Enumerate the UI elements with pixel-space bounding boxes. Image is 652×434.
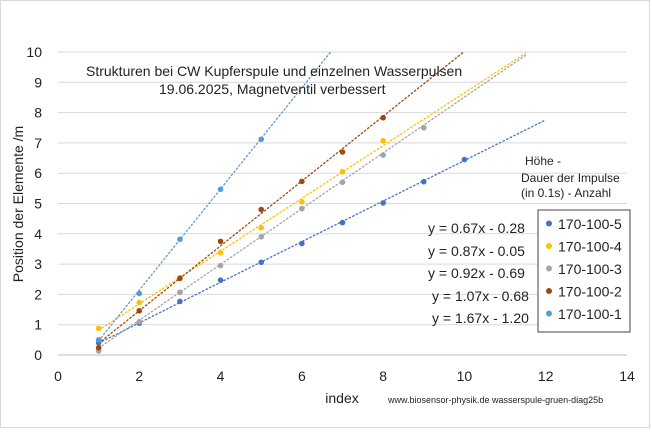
chart-title-line-2: 19.06.2025, Magnetventil verbessert — [159, 81, 386, 97]
legend-marker-170-100-4 — [546, 243, 552, 249]
point-170-100-2-6 — [299, 178, 305, 185]
y-tick-label-5: 5 — [34, 196, 42, 212]
point-170-100-1-1 — [95, 337, 102, 343]
y-tick-labels: 0 1 2 3 4 5 6 7 8 9 10 — [26, 44, 42, 363]
y-tick-label-2: 2 — [34, 286, 42, 302]
point-170-100-2-5 — [258, 206, 265, 213]
y-tick-label-0: 0 — [34, 347, 42, 363]
legend-label-170-100-1: 170-100-1 — [558, 306, 622, 322]
legend: 170-100-5 170-100-4 170-100-3 170-100-2 170-… — [537, 209, 631, 333]
legend-note-line-3: (in 0.1s) - Anzahl — [521, 186, 611, 200]
y-tick-label-10: 10 — [26, 44, 42, 60]
data-points — [95, 114, 468, 354]
chart-title-line-1: Strukturen bei CW Kupferspule und einzel… — [86, 63, 462, 79]
x-tick-label-10: 10 — [457, 368, 473, 384]
legend-label-170-100-3: 170-100-3 — [558, 261, 622, 277]
point-170-100-2-7 — [339, 149, 346, 155]
point-170-100-5-9 — [420, 178, 427, 185]
point-170-100-3-7 — [339, 179, 346, 186]
x-tick-label-4: 4 — [217, 368, 225, 384]
trendline-170-100-5 — [97, 119, 547, 344]
point-170-100-3-2 — [136, 318, 143, 325]
point-170-100-1-4 — [217, 186, 224, 193]
credit-text: www.biosensor-physik.de wasserspule-grue… — [387, 395, 603, 405]
x-axis-title: index — [325, 390, 358, 406]
point-170-100-5-7 — [339, 219, 346, 226]
legend-marker-170-100-5 — [546, 220, 552, 227]
legend-entries: 170-100-5 170-100-4 170-100-3 170-100-2 170-… — [546, 216, 622, 322]
y-axis-title: Position der Elemente /m — [10, 126, 26, 282]
y-tick-label-3: 3 — [34, 256, 42, 272]
point-170-100-4-2 — [136, 299, 143, 306]
legend-label-170-100-4: 170-100-4 — [558, 239, 622, 255]
legend-note-line-1: Höhe - — [525, 154, 561, 168]
trendline-170-100-3 — [97, 54, 527, 349]
point-170-100-1-3 — [177, 236, 183, 243]
y-tick-label-7: 7 — [34, 135, 42, 151]
point-170-100-5-3 — [177, 298, 183, 305]
trend-equation-3: y = 0.92x - 0.69 — [428, 265, 525, 281]
x-tick-label-2: 2 — [135, 368, 143, 384]
y-tick-label-8: 8 — [34, 105, 42, 121]
point-170-100-4-8 — [380, 137, 386, 144]
x-tick-label-6: 6 — [298, 368, 306, 384]
point-170-100-3-3 — [177, 289, 183, 296]
point-170-100-5-5 — [258, 259, 265, 266]
point-170-100-3-6 — [299, 205, 305, 212]
trendline-170-100-2 — [97, 51, 465, 344]
y-tick-label-9: 9 — [34, 74, 42, 90]
x-tick-label-0: 0 — [54, 368, 62, 384]
y-tick-label-4: 4 — [34, 226, 42, 242]
point-170-100-2-1 — [95, 344, 102, 351]
trend-equation-1: y = 0.67x - 0.28 — [428, 220, 525, 236]
point-170-100-2-3 — [177, 275, 183, 282]
legend-note-line-2: Dauer der Impulse — [521, 171, 620, 185]
y-tick-label-1: 1 — [34, 317, 42, 333]
y-tick-label-6: 6 — [34, 165, 42, 181]
trend-equation-2: y = 0.87x - 0.05 — [428, 243, 525, 259]
point-170-100-5-4 — [217, 277, 224, 283]
point-170-100-4-1 — [95, 325, 102, 332]
legend-label-170-100-2: 170-100-2 — [558, 284, 622, 300]
point-170-100-5-10 — [461, 156, 468, 163]
legend-label-170-100-5: 170-100-5 — [558, 216, 622, 232]
point-170-100-4-7 — [339, 168, 346, 175]
x-tick-label-8: 8 — [379, 368, 387, 384]
trendline-170-100-4 — [97, 52, 527, 331]
point-170-100-3-5 — [258, 234, 265, 240]
point-170-100-2-4 — [217, 238, 224, 245]
point-170-100-1-5 — [258, 136, 265, 143]
point-170-100-5-8 — [380, 200, 386, 206]
legend-marker-170-100-2 — [546, 288, 552, 294]
point-170-100-4-6 — [299, 198, 305, 205]
legend-marker-170-100-1 — [546, 310, 552, 317]
legend-marker-170-100-3 — [546, 265, 552, 272]
trend-equation-5: y = 1.67x - 1.20 — [432, 310, 529, 326]
point-170-100-4-4 — [217, 249, 224, 256]
point-170-100-3-8 — [380, 152, 386, 158]
point-170-100-1-2 — [136, 290, 143, 297]
point-170-100-2-2 — [136, 307, 143, 314]
point-170-100-5-6 — [299, 240, 305, 247]
legend-box — [537, 209, 631, 333]
point-170-100-3-4 — [217, 262, 224, 269]
x-tick-label-12: 12 — [538, 368, 554, 384]
x-tick-labels: 0 2 4 6 8 10 12 14 — [54, 368, 635, 384]
point-170-100-3-9 — [420, 124, 427, 131]
point-170-100-2-8 — [380, 114, 386, 121]
trend-equation-4: y = 1.07x - 0.68 — [432, 288, 529, 304]
point-170-100-4-5 — [258, 224, 265, 231]
x-tick-label-14: 14 — [619, 368, 635, 384]
